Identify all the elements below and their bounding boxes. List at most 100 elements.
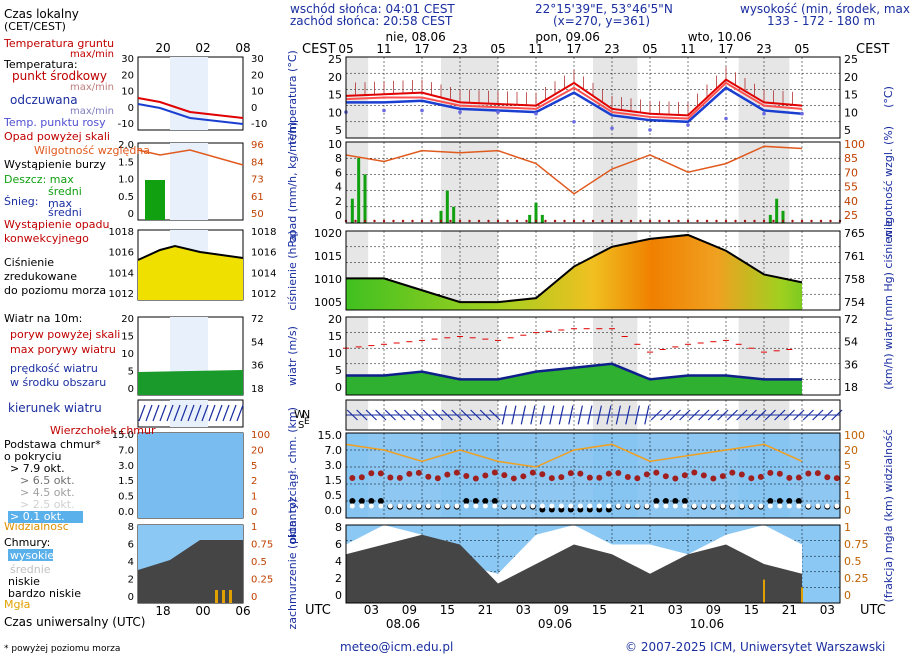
cloud-base-dot-high (520, 473, 527, 480)
rain-bar (775, 198, 779, 223)
legend-left-tick: 1012 (109, 289, 134, 300)
cloud-base-dot-low (767, 503, 773, 509)
right-tick-label: 5 (844, 124, 851, 137)
left-tick-label: 10 (328, 347, 342, 360)
legend-utc-tick: 00 (195, 604, 210, 618)
cloud-base-dot-low (530, 503, 536, 509)
left-tick-label: 3.0 (325, 459, 343, 472)
legend-label: Mgła (4, 598, 30, 611)
wind-dir-arrow (365, 409, 377, 421)
hour-bottom-label: 21 (478, 603, 493, 617)
legend-label: max/min (70, 49, 114, 60)
panel-axis-title: temperatura (°C) (286, 50, 299, 145)
wind-dir-arrow (375, 409, 387, 421)
left-tick-label: 10 (328, 138, 342, 151)
right-tick-label: 72 (844, 313, 858, 326)
legend-utc-tick: 06 (235, 604, 250, 618)
compass-s: S (298, 420, 304, 431)
convective-dot (753, 219, 756, 223)
legend-cloud-bg (138, 433, 243, 518)
night-band (346, 57, 369, 138)
wind-dir-arrow (698, 409, 710, 421)
cloud-base-dot-low (520, 503, 526, 509)
rain-bar (534, 202, 538, 223)
legend-label: max/min (70, 106, 114, 117)
cloud-base-dot-low (397, 503, 403, 509)
legend-right-tick: 0.5 (251, 557, 267, 568)
hour-bottom-label: 15 (744, 603, 759, 617)
cloud-base-dot-low (824, 503, 830, 509)
legend-wind-arrow (194, 404, 202, 422)
convective-dot (544, 219, 547, 223)
legend-high-bg (8, 549, 53, 561)
cloud-base-dot-mid (377, 498, 384, 504)
cloud-base-dot-high (529, 469, 536, 476)
cloud-base-dot-high (738, 471, 745, 478)
left-tick-label: 1.5 (325, 474, 343, 487)
hour-top-label: 05 (338, 42, 353, 56)
convective-dot (772, 219, 775, 223)
cloud-base-dot-high (491, 469, 498, 476)
legend-left-tick: 0 (128, 209, 134, 220)
panel-axis-title: ciśnienie (hPa) (286, 230, 299, 310)
legend-label: Podstawa chmur* (4, 438, 101, 451)
cloud-base-dot-high (501, 472, 508, 479)
pressure-line (346, 233, 803, 304)
night-band (441, 231, 498, 310)
wind-dir-arrow (394, 409, 406, 421)
left-tick-label: 1020 (314, 227, 342, 240)
cloud-base-dot-high (434, 475, 441, 482)
legend-left-tick: 4 (128, 557, 134, 568)
utc-right: UTC (860, 603, 886, 618)
left-tick-label: 2 (335, 572, 342, 585)
footer-email[interactable]: meteo@icm.edu.pl (340, 640, 453, 654)
convective-dot (439, 219, 443, 223)
cloud-base-dot-low (682, 503, 688, 509)
cloud-base-dot-low (615, 503, 621, 509)
right-tick-label: 0.25 (844, 572, 869, 585)
legend-label: Wilgotność względna (34, 144, 150, 157)
legend-label: max/min (70, 82, 114, 93)
legend-right-tick: 0.25 (251, 575, 273, 586)
wind-dir-arrow (501, 405, 507, 425)
legend-left-tick: 0.5 (118, 192, 134, 203)
cloud-base-dot-high (833, 475, 840, 482)
left-tick-label: 20 (328, 313, 342, 326)
night-band (593, 142, 638, 223)
cloud-base-dot-mid (491, 498, 498, 504)
wind-dir-arrow (549, 405, 555, 425)
legend-01okt: > 0.1 okt. (10, 510, 65, 523)
convective-dot (686, 219, 690, 223)
convective-dot (354, 219, 357, 223)
legend-label: zredukowane (4, 270, 77, 283)
legend-fog-bar (215, 590, 218, 603)
temp-series-line (345, 81, 803, 120)
wind-dir-arrow (520, 405, 526, 425)
cloud-base-dot-mid (368, 498, 375, 504)
cloud-base-dot-high (577, 470, 584, 477)
cloud-base-dot-high (567, 470, 574, 477)
rain-bar (363, 174, 367, 223)
cloud-base-dot-low (368, 503, 374, 509)
dew-point-dot (382, 108, 386, 113)
cloud-base-dot-low (359, 503, 365, 509)
cloud-base-dot-low (435, 503, 441, 509)
panel-frame (345, 432, 841, 519)
cloud-base-dot-low (577, 503, 583, 509)
cloud-base-dot-high (510, 475, 517, 482)
hour-bottom-label: 21 (782, 603, 797, 617)
legend-left-tick: 1.5 (118, 476, 134, 487)
panel-frame (345, 141, 841, 224)
cloud-base-dot-high (795, 474, 802, 481)
temp-series-line (345, 78, 803, 117)
hour-bottom-label: 09 (402, 603, 417, 617)
cloud-base-dot-high (748, 475, 755, 482)
height-title: wysokość (min, środek, max) (740, 2, 910, 16)
wind-dir-arrow (736, 409, 748, 421)
cloud-base-dot-low (568, 503, 574, 509)
wind-dir-arrow (596, 405, 602, 425)
hour-top-label: 05 (642, 42, 657, 56)
cloud-base-dot-low (815, 503, 821, 509)
cloud-base-dot-high (662, 473, 669, 480)
cloud-base-dot-mid (463, 498, 470, 504)
